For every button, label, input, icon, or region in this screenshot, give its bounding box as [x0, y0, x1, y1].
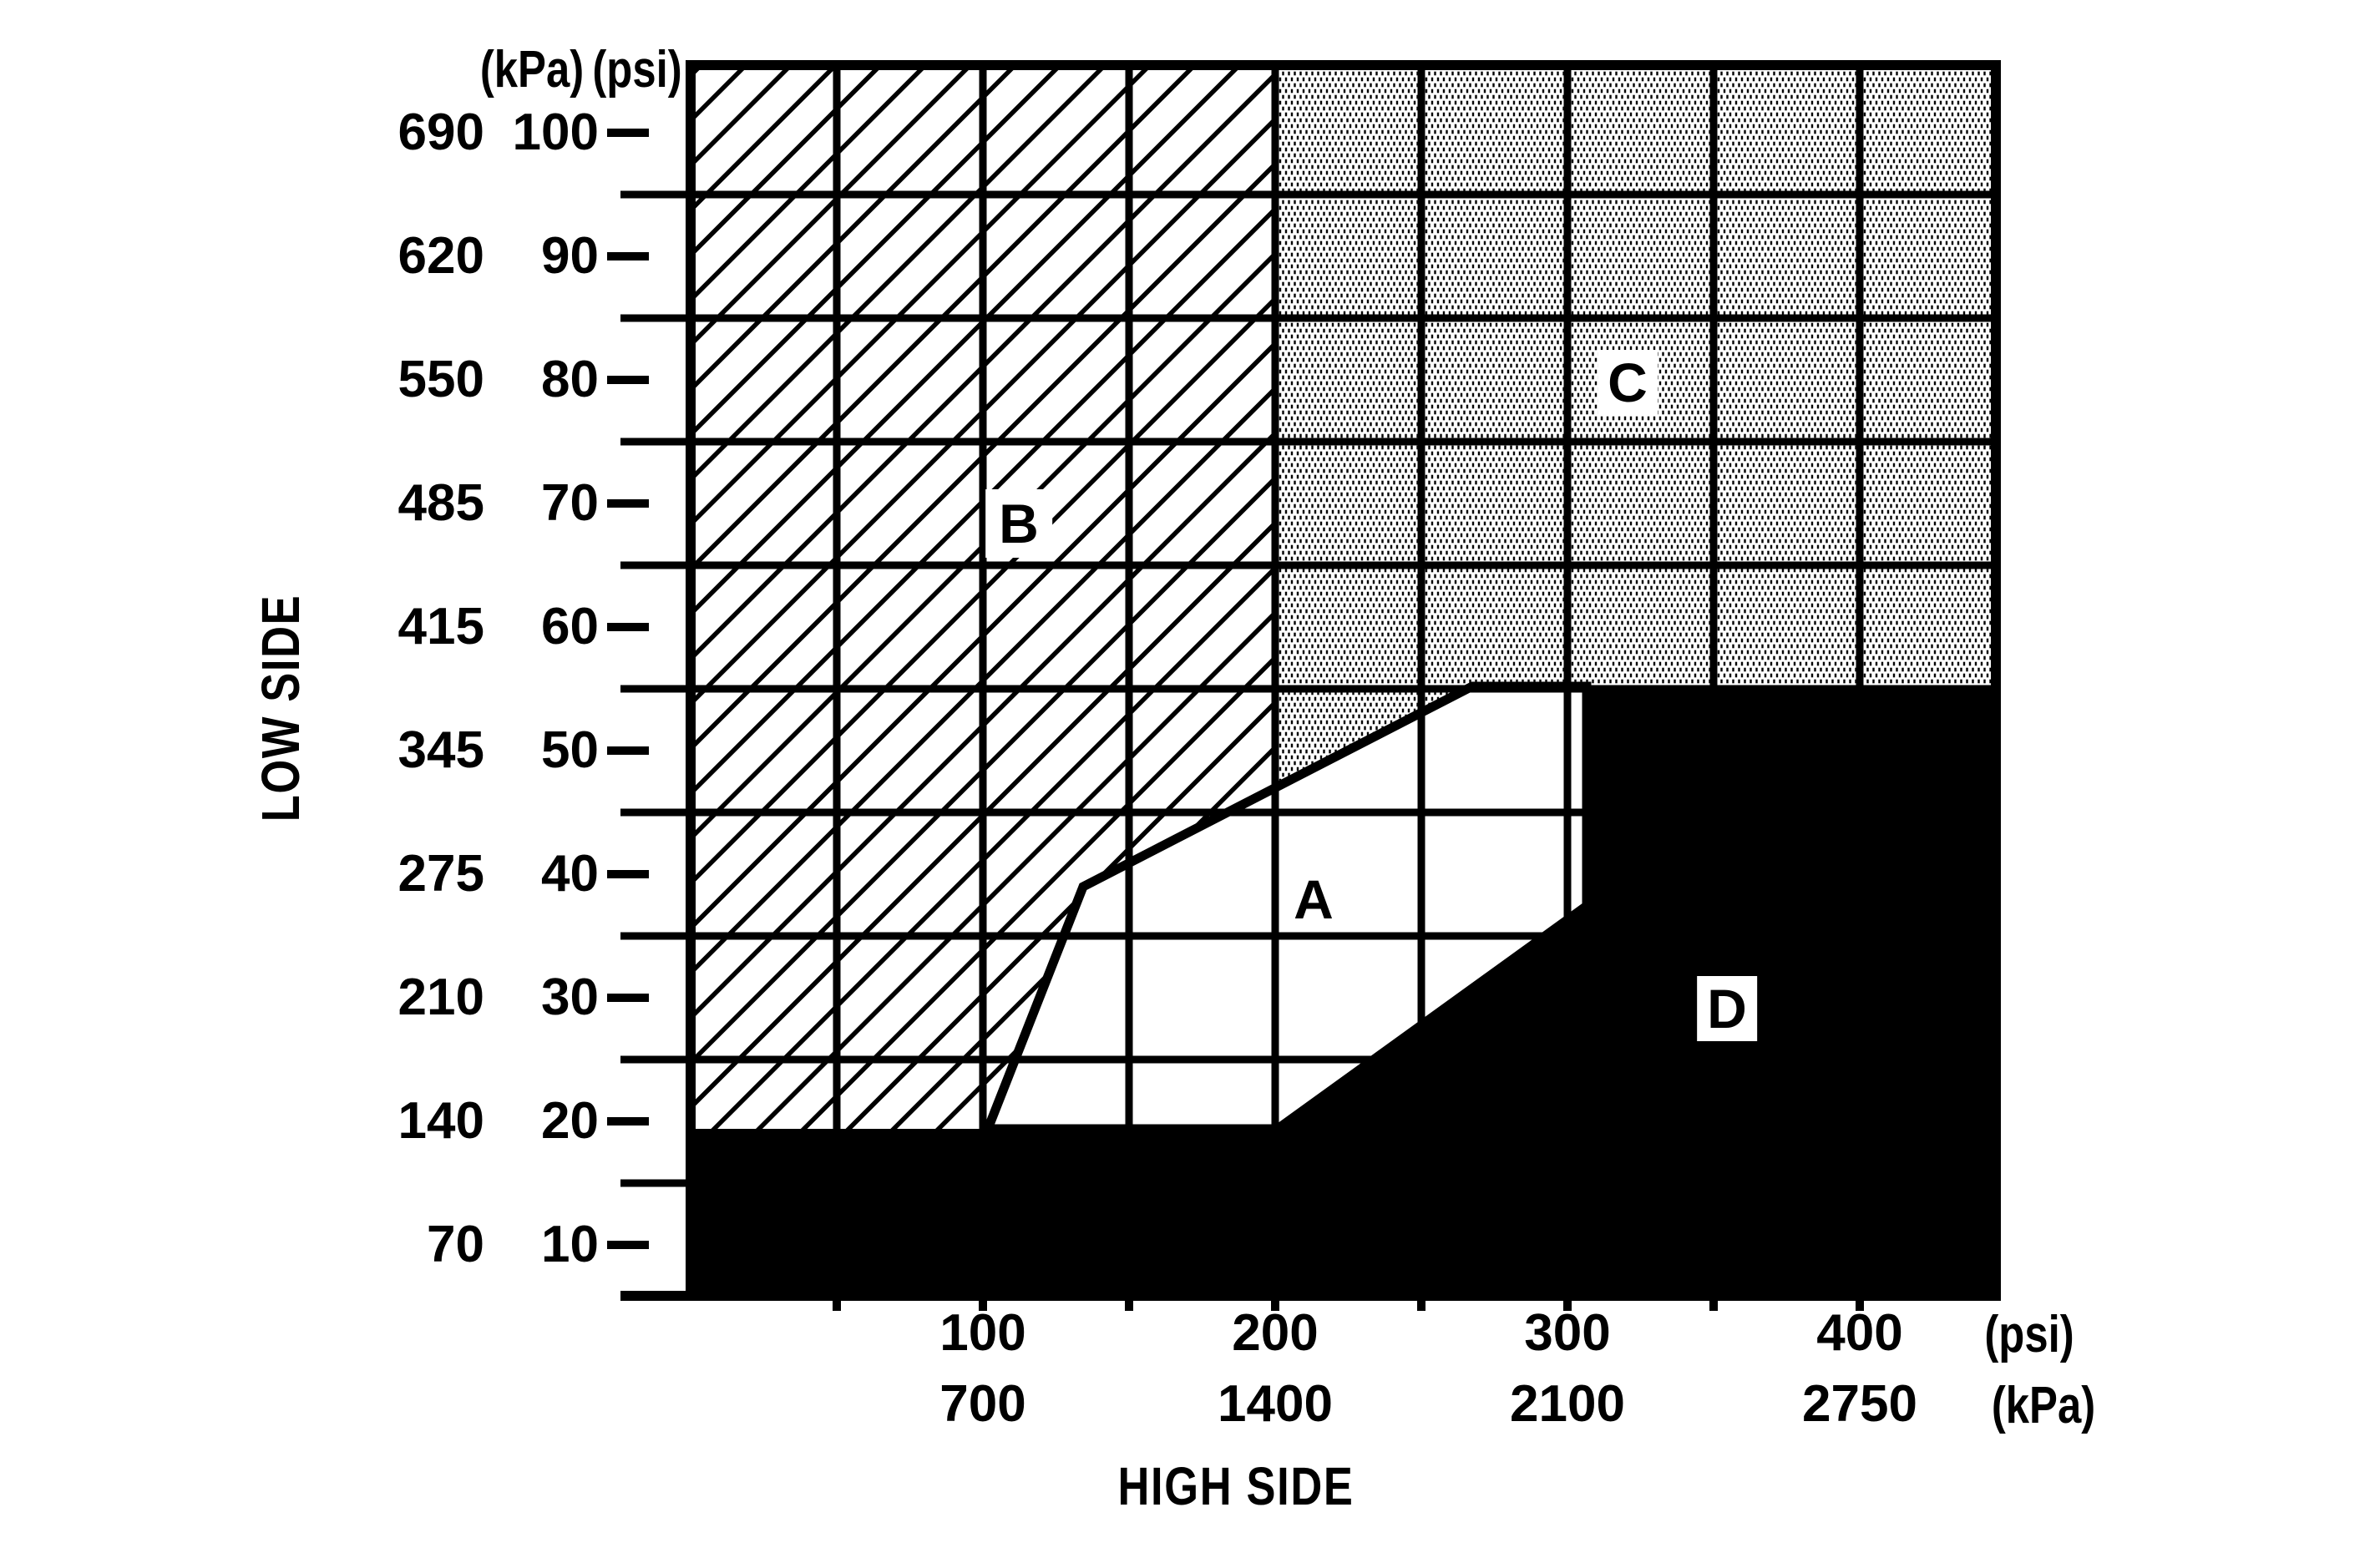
x-label-kpa-2100: 2100: [1510, 1375, 1625, 1433]
x-unit-label-kpa: (kPa): [1991, 1377, 2096, 1434]
x-label-kpa-1400: 1400: [1218, 1375, 1333, 1433]
y-label-kpa-690: 690: [398, 104, 484, 161]
y-axis-title: LOW SIDE: [251, 594, 311, 822]
y-label-kpa-70: 70: [427, 1216, 484, 1273]
x-label-kpa-2750: 2750: [1802, 1375, 1917, 1433]
plot-border: [686, 60, 2001, 1301]
x-label-psi-100: 100: [939, 1304, 1026, 1362]
x-label-psi-200: 200: [1232, 1304, 1319, 1362]
y-label-kpa-415: 415: [398, 598, 484, 655]
y-label-kpa-210: 210: [398, 969, 484, 1026]
y-label-kpa-620: 620: [398, 227, 484, 285]
y-label-psi-90: 90: [541, 227, 599, 285]
x-axis-title: HIGH SIDE: [1117, 1456, 1355, 1516]
y-label-psi-60: 60: [541, 598, 599, 655]
y-label-psi-100: 100: [512, 104, 599, 161]
y-unit-header-psi: (psi): [592, 41, 682, 99]
region-label-b: B: [985, 489, 1052, 558]
y-label-psi-40: 40: [541, 845, 599, 903]
region-label-d: D: [1697, 976, 1757, 1041]
y-label-kpa-275: 275: [398, 845, 484, 903]
x-label-psi-300: 300: [1524, 1304, 1611, 1362]
region-c-stipple-area: [1275, 65, 1996, 788]
y-unit-header-kpa: (kPa): [479, 41, 585, 99]
y-label-kpa-550: 550: [398, 351, 484, 408]
region-label-c: C: [1598, 350, 1658, 415]
x-label-psi-400: 400: [1816, 1304, 1903, 1362]
y-axis-tick-dashes: [607, 129, 649, 1249]
y-label-psi-10: 10: [541, 1216, 599, 1273]
y-label-psi-30: 30: [541, 969, 599, 1026]
x-label-kpa-700: 700: [939, 1375, 1026, 1433]
y-label-psi-80: 80: [541, 351, 599, 408]
y-label-psi-70: 70: [541, 474, 599, 532]
y-label-kpa-345: 345: [398, 721, 484, 779]
region-d-black-area: [691, 691, 1996, 1296]
y-label-psi-20: 20: [541, 1092, 599, 1150]
x-unit-label-psi: (psi): [1984, 1306, 2074, 1363]
y-label-psi-50: 50: [541, 721, 599, 779]
y-label-kpa-485: 485: [398, 474, 484, 532]
y-label-kpa-140: 140: [398, 1092, 484, 1150]
region-label-a: A: [1294, 868, 1334, 930]
